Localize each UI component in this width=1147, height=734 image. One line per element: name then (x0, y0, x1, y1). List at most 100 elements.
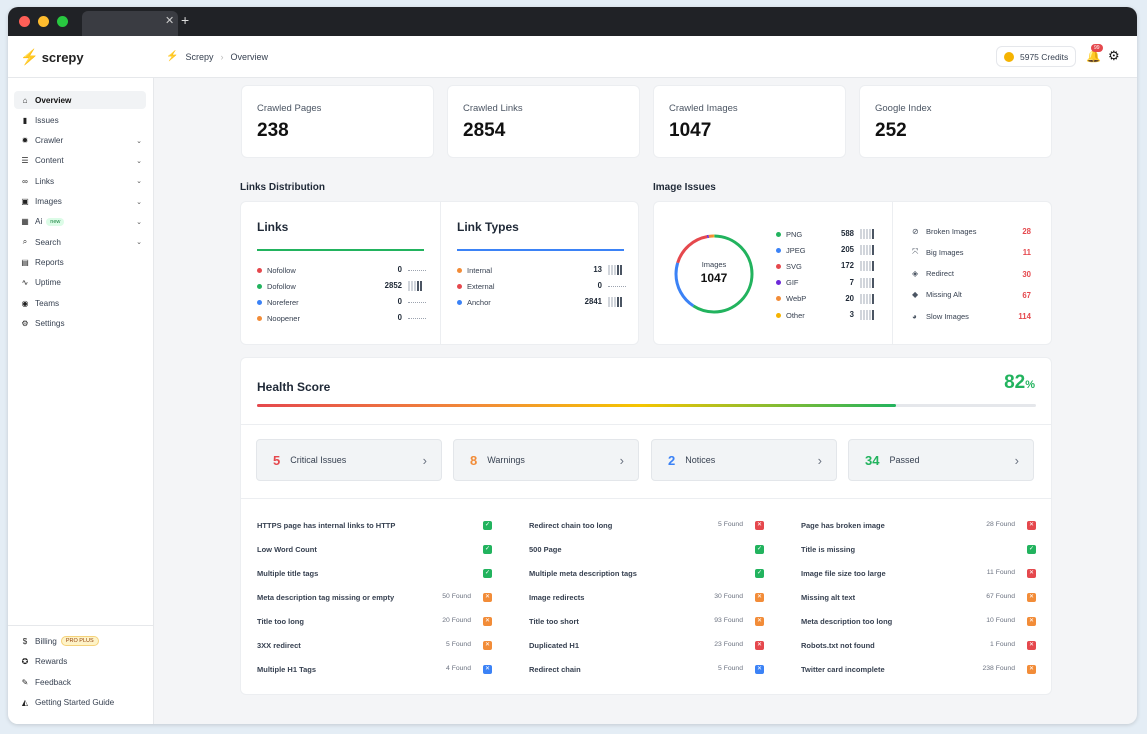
image-issue-row[interactable]: ◈ Redirect (912, 268, 954, 280)
sidebar-bottom-getting-started-guide[interactable]: ◭ Getting Started Guide (14, 694, 146, 712)
settings-gear-icon[interactable]: ⚙ (1108, 48, 1120, 63)
link-type-value: 13 (593, 265, 602, 274)
check-label: Multiple meta description tags (529, 568, 637, 578)
summary-tile-warnings[interactable]: 8 Warnings › (453, 439, 639, 481)
image-issue-label: Broken Images (926, 226, 977, 236)
mini-bars (860, 261, 874, 272)
check-found: 28 Found (986, 521, 1015, 528)
format-label: SVG (786, 261, 802, 271)
link-type-label: Anchor (467, 297, 491, 307)
bell-icon[interactable]: 🔔 (1086, 49, 1101, 63)
notification-badge: 99 (1091, 44, 1103, 52)
mini-bars (608, 265, 622, 275)
check-label: Meta description too long (801, 616, 893, 626)
bar (411, 281, 413, 291)
breadcrumb-current: Overview (230, 51, 268, 62)
stat-label: Crawled Images (669, 103, 738, 114)
image-issue-row[interactable]: ◕ Slow Images (912, 310, 969, 322)
chevron-down-icon: ⌄ (136, 178, 142, 186)
sidebar-item-label: Images (35, 197, 62, 206)
status-warn-icon: ✕ (755, 592, 764, 602)
status-pass-icon: ✓ (483, 568, 492, 578)
bar (863, 229, 865, 239)
minimize-window-button[interactable] (38, 16, 49, 27)
new-tab-icon[interactable]: + (181, 12, 190, 28)
sidebar-item-crawler[interactable]: ✹ Crawler ⌄ (14, 132, 146, 150)
sidebar-item-settings[interactable]: ⚙ Settings (14, 314, 146, 332)
format-label: WebP (786, 294, 807, 304)
document-icon: ▤ (21, 257, 29, 267)
format-value: 588 (840, 229, 854, 238)
browser-tab[interactable] (82, 11, 178, 36)
summary-tile-critical-issues[interactable]: 5 Critical Issues › (256, 439, 442, 481)
summary-tile-passed[interactable]: 34 Passed › (848, 439, 1034, 481)
health-title: Health Score (257, 380, 331, 394)
close-tab-icon[interactable]: ✕ (165, 15, 175, 27)
health-score-card: Health Score 82% HTTPS page has internal l… (240, 357, 1052, 695)
top-bar: ⚡ screpy ⚡ Screpy › Overview 5975 Credit… (8, 36, 1137, 78)
sidebar-item-uptime[interactable]: ∿ Uptime (14, 274, 146, 292)
sidebar-item-issues[interactable]: ▮ Issues (14, 111, 146, 129)
card-divider (440, 202, 441, 344)
sidebar-item-overview[interactable]: ⌂ Overview (14, 91, 146, 109)
status-warn-icon: ✕ (1027, 616, 1036, 626)
bar (869, 310, 871, 320)
credits-button[interactable]: 5975 Credits (996, 46, 1077, 67)
bar (860, 229, 862, 239)
tile-count: 5 (273, 452, 281, 468)
format-label: PNG (786, 229, 803, 239)
close-window-button[interactable] (19, 16, 30, 27)
stat-label: Crawled Links (463, 103, 523, 114)
status-error-icon: ✕ (1027, 568, 1036, 578)
sidebar-item-label: Uptime (35, 278, 61, 288)
bar (417, 281, 419, 291)
sidebar-bottom-rewards[interactable]: ✪ Rewards (14, 653, 146, 671)
status-pass-icon: ✓ (755, 568, 764, 578)
format-value: 7 (849, 277, 854, 287)
stat-label: Google Index (875, 103, 932, 114)
chevron-right-icon: › (422, 452, 427, 468)
bar (863, 261, 865, 272)
sidebar-item-content[interactable]: ☰ Content ⌄ (14, 152, 146, 170)
types-underline (457, 249, 624, 251)
sidebar-item-teams[interactable]: ◉ Teams (14, 294, 146, 312)
status-error-icon: ✕ (755, 520, 764, 530)
bar (420, 281, 422, 291)
stat-value: 238 (257, 120, 289, 141)
links-distribution-card: Links Nofollow 0 Dofollow 2852 Noreferer 0 Noop… (240, 201, 639, 345)
link-value: 0 (397, 313, 402, 322)
status-error-icon: ✕ (1027, 520, 1036, 530)
bar (863, 277, 865, 288)
bar (408, 281, 410, 291)
bar (869, 277, 871, 288)
sidebar-item-reports[interactable]: ▤ Reports (14, 253, 146, 271)
bar (620, 297, 622, 307)
sidebar-item-images[interactable]: ▣ Images ⌄ (14, 193, 146, 211)
brand-logo[interactable]: ⚡ screpy (20, 48, 84, 66)
check-found: 238 Found (982, 665, 1015, 672)
format-row: JPEG (776, 244, 806, 256)
chevron-down-icon: ⌄ (136, 198, 142, 206)
sidebar-item-links[interactable]: ∞ Links ⌄ (14, 172, 146, 190)
summary-tile-notices[interactable]: 2 Notices › (651, 439, 837, 481)
check-found: 93 Found (714, 617, 743, 624)
breadcrumb: ⚡ Screpy › Overview (166, 51, 268, 62)
chat-icon: ✎ (21, 677, 29, 687)
check-label: Meta description tag missing or empty (257, 592, 395, 602)
images-donut-chart (674, 234, 754, 314)
sidebar-bottom-feedback[interactable]: ✎ Feedback (14, 673, 146, 691)
link-value: 0 (397, 297, 402, 306)
breadcrumb-brand[interactable]: Screpy (185, 51, 214, 62)
sidebar-item-search[interactable]: ⌕ Search ⌄ (14, 233, 146, 251)
sidebar-bottom-billing[interactable]: $ Billing PRO PLUS (14, 632, 146, 650)
sidebar-item-ai[interactable]: ▦ Ai new ⌄ (14, 213, 146, 231)
image-issue-row[interactable]: ⤧ Big Images (912, 246, 964, 258)
image-issue-row[interactable]: ⊘ Broken Images (912, 225, 976, 237)
check-found: 30 Found (714, 593, 743, 600)
link-type-value: 0 (597, 281, 602, 290)
image-issue-row[interactable]: ◆ Missing Alt (912, 289, 962, 301)
users-icon: ◉ (21, 298, 29, 308)
maximize-window-button[interactable] (57, 16, 68, 27)
coin-icon (1004, 51, 1014, 62)
tag-icon: ◆ (912, 290, 919, 300)
